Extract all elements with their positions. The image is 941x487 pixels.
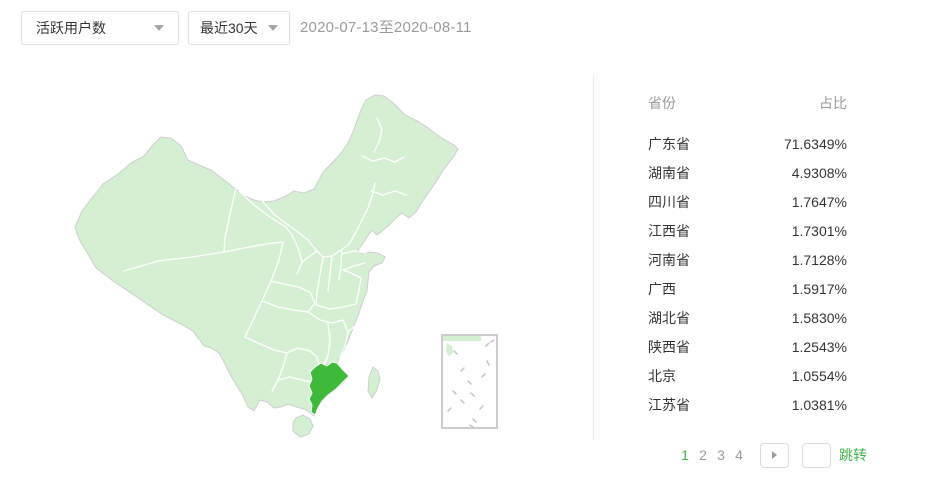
province-name: 北京 bbox=[648, 367, 676, 384]
jump-button[interactable]: 跳转 bbox=[839, 447, 867, 463]
province-ratio: 1.0381% bbox=[791, 396, 847, 413]
province-name: 广东省 bbox=[648, 135, 690, 152]
province-ratio: 1.5830% bbox=[791, 309, 847, 326]
column-header-province: 省份 bbox=[648, 95, 676, 111]
province-name: 湖北省 bbox=[648, 309, 690, 326]
province-name: 四川省 bbox=[648, 193, 690, 210]
province-ratio: 4.9308% bbox=[791, 164, 847, 181]
page-number[interactable]: 4 bbox=[735, 447, 743, 463]
panel-divider bbox=[593, 75, 594, 440]
date-range-dropdown[interactable]: 最近30天 bbox=[188, 11, 290, 45]
metric-dropdown[interactable]: 活跃用户数 bbox=[21, 11, 179, 45]
chevron-down-icon bbox=[268, 25, 278, 31]
metric-dropdown-value: 活跃用户数 bbox=[36, 20, 106, 36]
table-row[interactable]: 北京 1.0554% bbox=[648, 361, 847, 390]
table-row[interactable]: 江西省 1.7301% bbox=[648, 216, 847, 245]
province-ratio: 1.7647% bbox=[791, 193, 847, 210]
table-row[interactable]: 广东省 71.6349% bbox=[648, 129, 847, 158]
page-jump-input[interactable] bbox=[802, 442, 831, 468]
island-taiwan[interactable] bbox=[367, 366, 381, 399]
province-borders bbox=[123, 117, 407, 392]
column-header-ratio: 占比 bbox=[819, 95, 847, 111]
province-ratio: 1.7301% bbox=[791, 222, 847, 239]
province-table: 省份 占比 广东省 71.6349% 湖南省 4.9308% 四川省 1.764… bbox=[648, 90, 847, 419]
table-row[interactable]: 广西 1.5917% bbox=[648, 274, 847, 303]
inset-islands bbox=[447, 339, 495, 428]
province-name: 陕西省 bbox=[648, 338, 690, 355]
province-ratio: 1.7128% bbox=[791, 251, 847, 268]
province-name: 湖南省 bbox=[648, 164, 690, 181]
table-row[interactable]: 河南省 1.7128% bbox=[648, 245, 847, 274]
province-name: 广西 bbox=[648, 280, 676, 297]
table-row[interactable]: 湖北省 1.5830% bbox=[648, 303, 847, 332]
inset-coastline bbox=[443, 336, 481, 357]
chevron-down-icon bbox=[154, 25, 164, 31]
next-page-button[interactable] bbox=[760, 442, 789, 468]
province-name: 江苏省 bbox=[648, 396, 690, 413]
china-mainland[interactable] bbox=[74, 94, 459, 417]
province-name: 河南省 bbox=[648, 251, 690, 268]
province-name: 江西省 bbox=[648, 222, 690, 239]
page-number[interactable]: 2 bbox=[699, 447, 707, 463]
table-row[interactable]: 江苏省 1.0381% bbox=[648, 390, 847, 419]
table-row[interactable]: 陕西省 1.2543% bbox=[648, 332, 847, 361]
date-range-dropdown-value: 最近30天 bbox=[200, 20, 258, 36]
date-range-label: 2020-07-13至2020-08-11 bbox=[300, 19, 472, 36]
china-map-svg bbox=[74, 94, 498, 438]
province-ratio: 1.2543% bbox=[791, 338, 847, 355]
table-row[interactable]: 四川省 1.7647% bbox=[648, 187, 847, 216]
table-header: 省份 占比 bbox=[648, 90, 847, 116]
page-number[interactable]: 3 bbox=[717, 447, 725, 463]
table-row[interactable]: 湖南省 4.9308% bbox=[648, 158, 847, 187]
south-china-sea-inset bbox=[441, 334, 498, 429]
caret-right-icon bbox=[772, 451, 777, 459]
province-guangdong-highlight[interactable] bbox=[308, 361, 350, 416]
island-hainan[interactable] bbox=[292, 414, 314, 438]
table-body: 广东省 71.6349% 湖南省 4.9308% 四川省 1.7647% 江西省… bbox=[648, 129, 847, 419]
province-ratio: 1.0554% bbox=[791, 367, 847, 384]
page-number[interactable]: 1 bbox=[681, 447, 689, 463]
province-ratio: 1.5917% bbox=[791, 280, 847, 297]
province-ratio: 71.6349% bbox=[783, 135, 847, 152]
china-map bbox=[40, 60, 520, 470]
